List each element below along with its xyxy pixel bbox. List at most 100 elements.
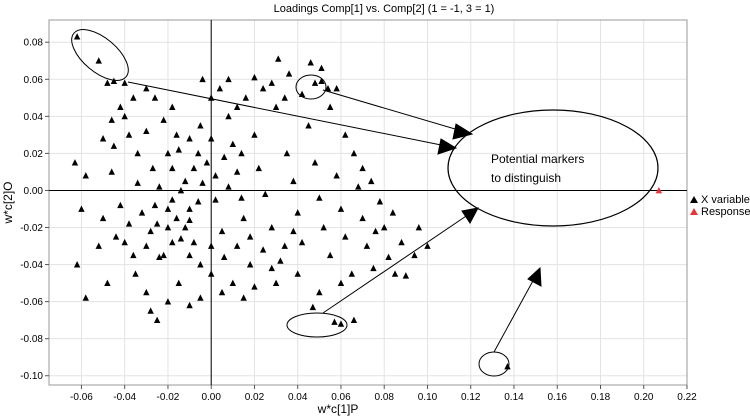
data-point xyxy=(281,94,288,101)
annotation-text-line-1: Potential markers xyxy=(491,152,584,166)
data-point xyxy=(99,214,107,222)
data-point xyxy=(333,85,340,92)
data-point xyxy=(305,122,312,129)
y-tick-label: 0.04 xyxy=(24,112,44,123)
data-point xyxy=(108,168,115,175)
data-point xyxy=(190,238,198,246)
data-point xyxy=(121,79,128,86)
data-point xyxy=(398,238,405,246)
series-responses xyxy=(655,186,663,194)
data-point xyxy=(82,172,89,179)
data-point xyxy=(132,270,139,277)
data-point xyxy=(151,201,159,209)
series-x-variables xyxy=(71,33,511,370)
data-point xyxy=(298,90,306,97)
data-point xyxy=(238,194,245,201)
data-point xyxy=(368,177,375,185)
data-point xyxy=(309,303,317,311)
data-point xyxy=(149,164,157,172)
data-point xyxy=(186,251,193,259)
data-point xyxy=(164,223,172,231)
data-point xyxy=(186,216,193,223)
data-point xyxy=(275,55,282,62)
data-point xyxy=(381,223,388,231)
data-point xyxy=(153,316,161,324)
data-point xyxy=(233,242,241,249)
data-point xyxy=(391,270,399,277)
data-point xyxy=(307,59,314,66)
zero-axes xyxy=(49,20,687,385)
data-point xyxy=(251,283,258,290)
data-point xyxy=(359,164,366,172)
data-point xyxy=(216,85,224,92)
data-point xyxy=(208,135,215,142)
arrowhead xyxy=(437,138,458,155)
data-point xyxy=(337,205,345,212)
data-point xyxy=(411,251,418,259)
legend-label-x-variables: X variables xyxy=(701,194,750,206)
y-tick-label: -0.02 xyxy=(20,223,43,234)
x-tick-label: 0.18 xyxy=(591,392,611,403)
data-point xyxy=(130,94,137,101)
data-point xyxy=(504,362,511,370)
data-point xyxy=(147,307,154,314)
data-point xyxy=(233,168,241,175)
arrow-from-upper-left xyxy=(127,81,457,149)
data-point xyxy=(199,75,206,83)
data-point xyxy=(290,227,297,235)
y-tick-label: -0.10 xyxy=(20,371,43,382)
data-point xyxy=(143,127,150,135)
circle-group-upper-left xyxy=(71,29,129,81)
data-point xyxy=(169,103,176,110)
data-point xyxy=(186,301,193,309)
y-tick-labels: 0.08 0.06 0.04 0.02 0.00 -0.02 -0.04 -0.06 -0.08… xyxy=(20,38,49,382)
data-point xyxy=(99,135,107,142)
data-point xyxy=(156,253,163,261)
data-point xyxy=(283,149,291,157)
y-tick-label: -0.04 xyxy=(20,260,43,271)
x-tick-label: 0.08 xyxy=(374,392,394,403)
data-point xyxy=(112,233,120,240)
data-point xyxy=(169,238,176,246)
data-point xyxy=(71,159,79,166)
data-point xyxy=(151,94,159,101)
x-tick-label: 0.16 xyxy=(548,392,568,403)
circle-group-upper-middle xyxy=(295,74,327,100)
x-tick-label: 0.06 xyxy=(331,392,351,403)
callout-arrows xyxy=(127,81,542,353)
data-point xyxy=(160,116,167,123)
data-point xyxy=(73,33,81,40)
data-point xyxy=(186,135,193,142)
annotation-layer: Potential markers to distinguish xyxy=(71,29,659,377)
data-point xyxy=(199,179,206,186)
arrowhead xyxy=(527,266,542,287)
grid-lines xyxy=(49,20,688,385)
data-point xyxy=(197,122,204,129)
data-point xyxy=(134,179,141,186)
arrow-from-lower-right xyxy=(493,267,541,353)
data-point xyxy=(246,233,254,240)
data-point xyxy=(350,316,358,324)
x-tick-label: 0.00 xyxy=(201,392,221,403)
data-point xyxy=(337,320,345,327)
data-point xyxy=(255,164,262,172)
data-point xyxy=(143,85,150,92)
data-point xyxy=(294,270,301,277)
data-point xyxy=(173,214,180,222)
y-tick-label: -0.06 xyxy=(20,297,43,308)
data-point xyxy=(220,253,228,261)
data-point xyxy=(268,264,275,272)
data-point xyxy=(350,149,358,157)
x-tick-label: 0.14 xyxy=(504,392,524,403)
data-point xyxy=(337,279,345,286)
arrowhead xyxy=(461,207,479,224)
data-point xyxy=(73,261,81,268)
data-point xyxy=(195,149,202,157)
data-point xyxy=(268,223,275,231)
legend-marker-responses xyxy=(690,208,698,215)
data-point xyxy=(285,70,293,77)
data-point xyxy=(290,177,297,185)
x-tick-label: -0.06 xyxy=(70,392,93,403)
data-point xyxy=(316,288,323,296)
data-point xyxy=(316,194,323,201)
